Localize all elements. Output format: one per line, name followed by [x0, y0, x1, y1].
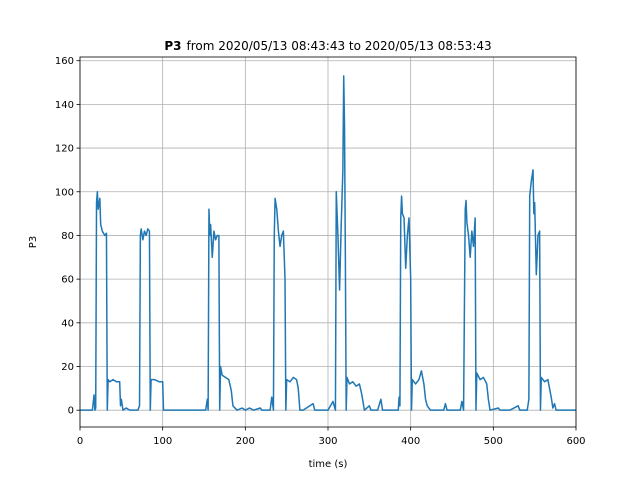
data-line — [80, 75, 576, 411]
x-axis-label: time (s) — [309, 459, 348, 470]
title-bold: P3 — [164, 39, 181, 53]
x-tick-label: 100 — [153, 436, 172, 447]
x-tick-label: 400 — [401, 436, 420, 447]
x-tick-label: 300 — [318, 436, 337, 447]
y-axis-label: P3 — [28, 236, 39, 248]
y-tick-label: 160 — [55, 56, 74, 67]
y-tick-label: 40 — [61, 318, 74, 329]
title-text: from 2020/05/13 08:43:43 to 2020/05/13 0… — [186, 39, 491, 53]
y-tick-label: 140 — [55, 100, 74, 111]
x-tick-label: 500 — [484, 436, 503, 447]
plot-frame — [79, 56, 577, 428]
x-tick-label: 600 — [566, 436, 585, 447]
y-tick-label: 100 — [55, 187, 74, 198]
x-tick-label: 0 — [77, 436, 83, 447]
x-tick-label: 200 — [236, 436, 255, 447]
y-tick-label: 60 — [61, 275, 74, 286]
y-tick-label: 120 — [55, 144, 74, 155]
y-tick-label: 0 — [68, 406, 74, 417]
chart-title: P3 from 2020/05/13 08:43:43 to 2020/05/13… — [164, 39, 491, 53]
y-tick-label: 80 — [61, 231, 74, 242]
y-tick-label: 20 — [61, 362, 74, 373]
